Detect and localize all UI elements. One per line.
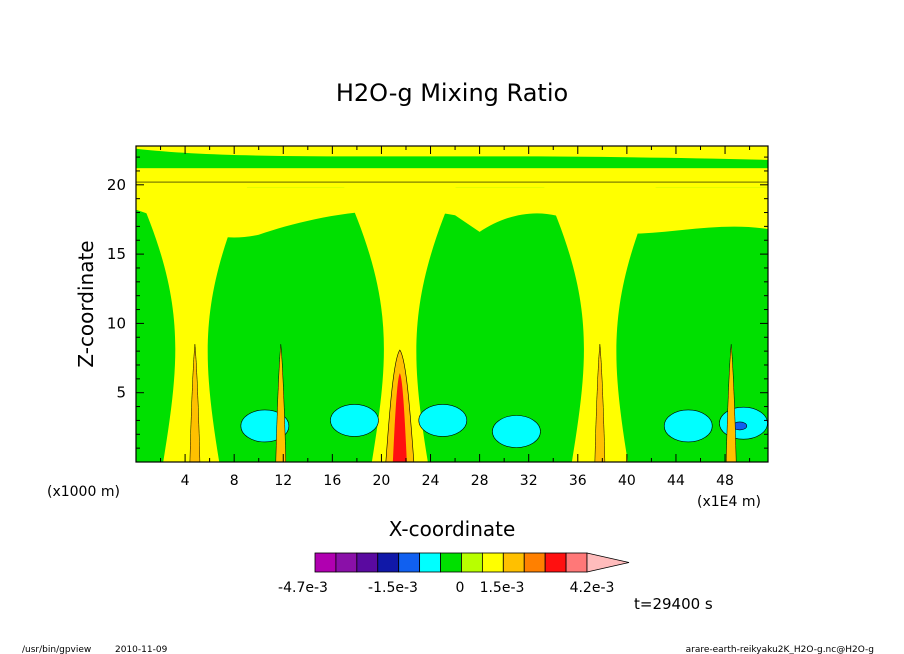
footer-date: 2010-11-09	[115, 645, 168, 654]
y-tick-label: 20	[107, 176, 126, 194]
colorbar-swatch	[377, 552, 400, 573]
x-tick-label: 20	[373, 473, 391, 489]
plot-area	[136, 146, 768, 462]
x-tick-label: 40	[618, 473, 636, 489]
time-label: t=29400 s	[634, 595, 713, 613]
colorbar-swatch	[356, 552, 379, 573]
field-layer	[136, 146, 768, 160]
field-core	[189, 344, 201, 462]
footer-file: arare-earth-reikyaku2K_H2O-g.nc@H2O-g	[686, 645, 874, 654]
colorbar-swatch	[544, 552, 567, 573]
field-core	[275, 344, 287, 462]
colorbar-label: 4.2e-3	[570, 580, 615, 596]
x-tick-label: 44	[667, 473, 685, 489]
colorbar-swatch	[314, 552, 337, 573]
x-unit-left: (x1000 m)	[47, 484, 120, 500]
colorbar-swatch	[523, 552, 546, 573]
field-plume	[339, 177, 460, 462]
field-core	[594, 344, 606, 462]
x-unit-right: (x1E4 m)	[697, 494, 761, 510]
field-patch	[492, 415, 541, 448]
colorbar-label: -4.7e-3	[278, 580, 328, 596]
field-patch	[663, 409, 713, 443]
x-axis-label: X-coordinate	[389, 517, 516, 541]
colorbar-label: 0	[456, 580, 465, 596]
colorbar-swatch	[481, 552, 504, 573]
field-patch	[418, 404, 468, 437]
field-core	[725, 344, 737, 462]
field-patch	[330, 404, 379, 437]
colorbar-arrow	[586, 552, 630, 573]
y-tick-label: 15	[107, 245, 126, 263]
field-plume	[136, 177, 252, 462]
colorbar-swatch	[461, 552, 483, 573]
y-tick-label: 10	[107, 314, 126, 332]
y-axis-label: Z-coordinate	[74, 240, 98, 367]
colorbar-label: -1.5e-3	[368, 580, 418, 596]
chart-title: H2O-g Mixing Ratio	[336, 79, 568, 107]
x-tick-label: 16	[323, 473, 341, 489]
field-plume	[539, 177, 660, 462]
footer-program: /usr/bin/gpview	[22, 645, 91, 654]
x-axis: 4 8 12 16 20 24 28 32 36 40 44 48	[160, 146, 751, 489]
colorbar-label: 1.5e-3	[480, 580, 525, 596]
x-tick-label: 24	[422, 473, 440, 489]
colorbar-swatch	[440, 552, 462, 573]
colorbar: -4.7e-3 -1.5e-3 0 1.5e-3 4.2e-3	[278, 552, 630, 596]
field-core	[392, 373, 407, 462]
colorbar-swatch	[565, 552, 588, 573]
x-tick-label: 4	[181, 473, 190, 489]
colorbar-swatch	[335, 552, 358, 573]
colorbar-swatch	[398, 552, 421, 573]
x-tick-label: 12	[274, 473, 292, 489]
colorbar-swatch	[502, 552, 525, 573]
x-tick-label: 48	[716, 473, 734, 489]
x-tick-label: 32	[520, 473, 538, 489]
y-tick-label: 5	[116, 384, 126, 402]
y-axis: 5 10 15 20	[107, 156, 768, 449]
x-tick-label: 36	[569, 473, 587, 489]
x-tick-label: 28	[471, 473, 489, 489]
x-tick-label: 8	[230, 473, 239, 489]
plot-frame	[135, 145, 769, 463]
colorbar-swatch	[419, 552, 441, 573]
